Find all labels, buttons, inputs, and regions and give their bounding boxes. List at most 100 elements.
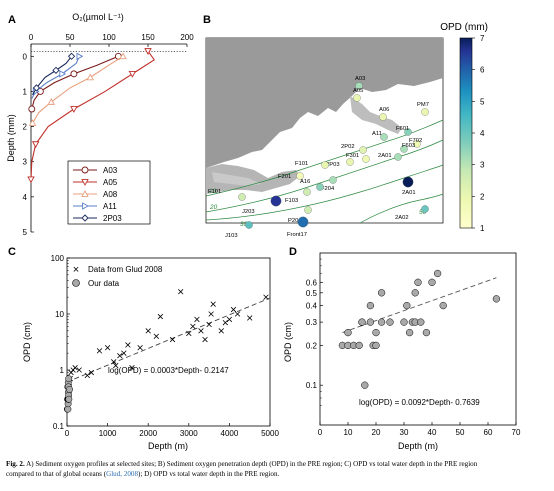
station-label: A11	[372, 131, 382, 137]
profile-point-a05	[144, 48, 152, 55]
our-data-point	[414, 278, 422, 286]
panel-c-ytick-label: 10	[55, 310, 64, 319]
panel-a-ylabel: Depth (mm)	[6, 114, 16, 162]
our-data-point	[355, 341, 363, 350]
station-label: PM7	[417, 102, 429, 108]
glud-point	[218, 328, 224, 334]
profile-point-a08	[119, 52, 127, 60]
glud-point	[202, 336, 208, 343]
colorbar-tick-label: 1	[480, 224, 485, 233]
panel-c-xtick-label: 5000	[261, 429, 279, 438]
panel-a-top-axis-label: O₂(µmol L⁻¹)	[72, 12, 123, 22]
panel-c-xtick-label: 1000	[99, 429, 117, 438]
legend-marker-a08	[81, 190, 89, 197]
station-marker	[297, 216, 309, 228]
contour-30	[205, 164, 444, 221]
profile-point-a03	[70, 70, 78, 78]
map-land-south-island	[206, 164, 300, 194]
colorbar-tick-label: 7	[480, 34, 485, 43]
station-label: A16	[300, 179, 310, 185]
panel-d-letter: D	[289, 246, 297, 258]
station-marker	[346, 158, 354, 166]
panel-a-xtick-label: 100	[102, 33, 116, 42]
panel-d-xtick-label: 10	[344, 428, 353, 437]
station-label: F101	[208, 189, 221, 195]
glud-point	[230, 306, 237, 313]
panel-c-axes	[66, 257, 271, 427]
station-label: F204	[321, 186, 335, 192]
profile-point-a11	[76, 52, 84, 61]
panel-a-legend-items: A03 A05 A08 A11 2P03	[73, 166, 122, 223]
profile-point-a05	[31, 141, 40, 149]
caption-text-2: compared to that of global oceans (	[6, 470, 107, 478]
glud-point	[113, 362, 119, 369]
station-label: J103	[225, 233, 238, 239]
panel-c-xtick-label: 2000	[139, 429, 157, 438]
station-marker	[304, 206, 312, 214]
legend-circle-marker	[72, 279, 80, 287]
panel-d: D 0 10 20 30 40 50 60 70 0.1 0.2 0.3 0.4 0.5 0.6 OPD …	[283, 246, 521, 451]
contour-50	[359, 193, 444, 224]
station-label: F601	[396, 126, 409, 132]
station-label: A03	[355, 76, 365, 82]
station-marker	[270, 195, 282, 207]
legend-marker-a03	[81, 166, 89, 174]
panel-a-ytick-label: 0	[23, 52, 28, 61]
station-label: 2A01	[378, 153, 392, 159]
our-data-point	[65, 375, 73, 383]
panel-d-xtick-label: 40	[428, 428, 437, 437]
glud-point	[84, 372, 90, 379]
legend-label-a03: A03	[103, 166, 118, 175]
colorbar-tick-label: 3	[480, 161, 485, 170]
panel-a: A O₂(µmol L⁻¹) 0 50 100 150 200 0 1 2 3 4 5 Depth …	[6, 12, 194, 237]
panel-d-xtick-label: 60	[484, 428, 493, 437]
station-label: Front17	[287, 232, 307, 238]
legend-marker-a05	[81, 179, 89, 186]
legend-x-marker: ×	[73, 264, 79, 276]
our-data-point	[411, 289, 419, 297]
panel-d-xtick-label: 50	[456, 428, 465, 437]
station-marker	[296, 172, 304, 180]
glud-point	[263, 294, 269, 300]
panel-d-xtick-label: 0	[318, 428, 323, 437]
glud-point	[96, 348, 103, 354]
our-data-point	[361, 381, 369, 389]
map-estuary-shoal	[350, 96, 402, 134]
station-marker	[402, 176, 414, 188]
station-label: F301	[346, 153, 359, 159]
legend-label-a11: A11	[103, 202, 117, 211]
caption-reference-link[interactable]: Glud, 2008	[106, 470, 138, 478]
station-marker	[379, 113, 387, 121]
our-data-point	[428, 278, 436, 286]
station-marker	[353, 94, 361, 102]
glud-point	[121, 350, 127, 356]
our-data-point	[66, 385, 74, 393]
station-label: A05	[353, 88, 363, 94]
panel-a-series	[27, 48, 156, 184]
our-data-point	[400, 318, 408, 326]
panel-b-letter: B	[203, 14, 211, 26]
panel-a-legend	[67, 160, 151, 225]
contour-20	[205, 139, 444, 213]
panel-c-equation: log(OPD) = 0.0003*Depth- 0.2147	[108, 366, 229, 375]
profile-point-2p03	[67, 52, 76, 60]
our-data-point	[422, 328, 431, 337]
map-land-north	[206, 38, 443, 168]
legend-our-data: Our data	[88, 279, 120, 288]
panel-c-ytick-label: 100	[51, 254, 65, 263]
panel-c-ylabel: OPD (cm)	[22, 322, 32, 362]
station-marker	[245, 221, 253, 229]
panel-c-xtick-label: 4000	[221, 429, 239, 438]
glud-point	[222, 319, 229, 326]
our-data-point	[65, 395, 73, 403]
station-label: F103	[285, 198, 298, 204]
panel-d-ytick-label: 0.6	[306, 278, 318, 287]
our-data-point	[439, 301, 447, 310]
panel-a-ytick-label: 1	[23, 87, 28, 96]
profile-point-a03	[28, 105, 36, 113]
glud-point	[153, 333, 160, 339]
our-data-point	[386, 318, 394, 326]
caption-label: Fig. 2.	[6, 460, 25, 468]
panel-d-xtick-label: 30	[400, 428, 409, 437]
